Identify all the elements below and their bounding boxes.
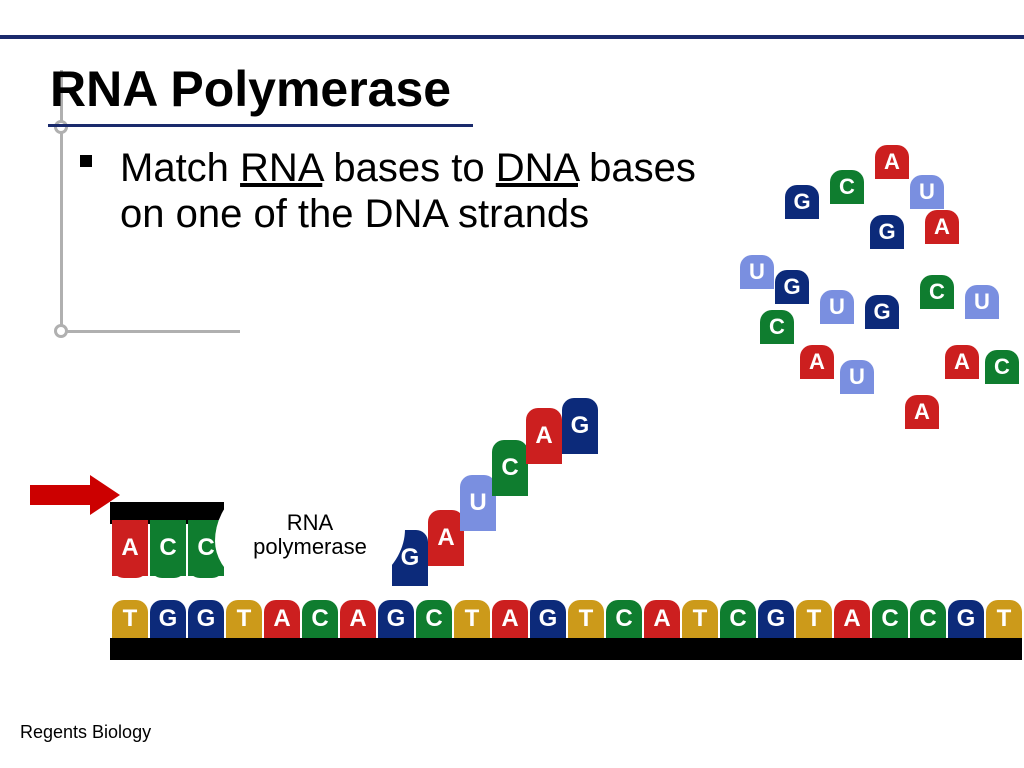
t: RNA <box>240 146 322 190</box>
free-base-U: U <box>910 175 944 209</box>
base-G: G <box>150 600 186 638</box>
free-base-C: C <box>985 350 1019 384</box>
title-underline <box>48 124 473 127</box>
base-A: A <box>644 600 680 638</box>
decorative-circle <box>54 120 68 134</box>
base-A: A <box>112 520 148 576</box>
base-C: C <box>910 600 946 638</box>
bullet: Match RNA bases to DNA bases on one of t… <box>80 145 720 237</box>
base-T: T <box>112 600 148 638</box>
top-rule <box>0 35 1024 39</box>
free-base-C: C <box>920 275 954 309</box>
free-base-U: U <box>965 285 999 319</box>
base-A: A <box>834 600 870 638</box>
base-C: C <box>872 600 908 638</box>
free-base-G: G <box>865 295 899 329</box>
free-base-C: C <box>760 310 794 344</box>
t: bases to <box>322 146 495 190</box>
base-G: G <box>188 600 224 638</box>
polymerase-label: polymerase <box>253 535 367 559</box>
free-base-A: A <box>925 210 959 244</box>
base-T: T <box>226 600 262 638</box>
free-base-A: A <box>875 145 909 179</box>
base-C: C <box>720 600 756 638</box>
base-G: G <box>562 398 598 454</box>
rna-polymerase-blob: RNA polymerase <box>215 470 405 600</box>
free-base-U: U <box>840 360 874 394</box>
decorative-hline <box>60 330 240 333</box>
free-base-A: A <box>800 345 834 379</box>
base-A: A <box>264 600 300 638</box>
base-G: G <box>530 600 566 638</box>
base-C: C <box>606 600 642 638</box>
base-T: T <box>796 600 832 638</box>
base-C: C <box>302 600 338 638</box>
base-U: U <box>460 475 496 531</box>
base-C: C <box>492 440 528 496</box>
base-A: A <box>526 408 562 464</box>
free-base-A: A <box>945 345 979 379</box>
free-base-C: C <box>830 170 864 204</box>
free-base-U: U <box>740 255 774 289</box>
base-T: T <box>568 600 604 638</box>
decorative-circle <box>54 324 68 338</box>
dna-bottom-backbone <box>110 638 1022 660</box>
base-C: C <box>416 600 452 638</box>
base-A: A <box>340 600 376 638</box>
free-base-G: G <box>870 215 904 249</box>
free-base-G: G <box>785 185 819 219</box>
free-base-U: U <box>820 290 854 324</box>
base-T: T <box>454 600 490 638</box>
polymerase-label: RNA <box>287 511 333 535</box>
base-G: G <box>378 600 414 638</box>
base-G: G <box>758 600 794 638</box>
free-base-G: G <box>775 270 809 304</box>
base-C: C <box>150 520 186 576</box>
base-G: G <box>948 600 984 638</box>
bullet-text: Match RNA bases to DNA bases on one of t… <box>120 145 720 237</box>
free-base-A: A <box>905 395 939 429</box>
base-A: A <box>492 600 528 638</box>
t: DNA <box>496 146 578 190</box>
base-A: A <box>428 510 464 566</box>
base-T: T <box>682 600 718 638</box>
t: Match <box>120 146 240 190</box>
slide-title: RNA Polymerase <box>50 60 451 118</box>
base-T: T <box>986 600 1022 638</box>
footer-label: Regents Biology <box>20 722 151 743</box>
bullet-marker <box>80 155 92 167</box>
